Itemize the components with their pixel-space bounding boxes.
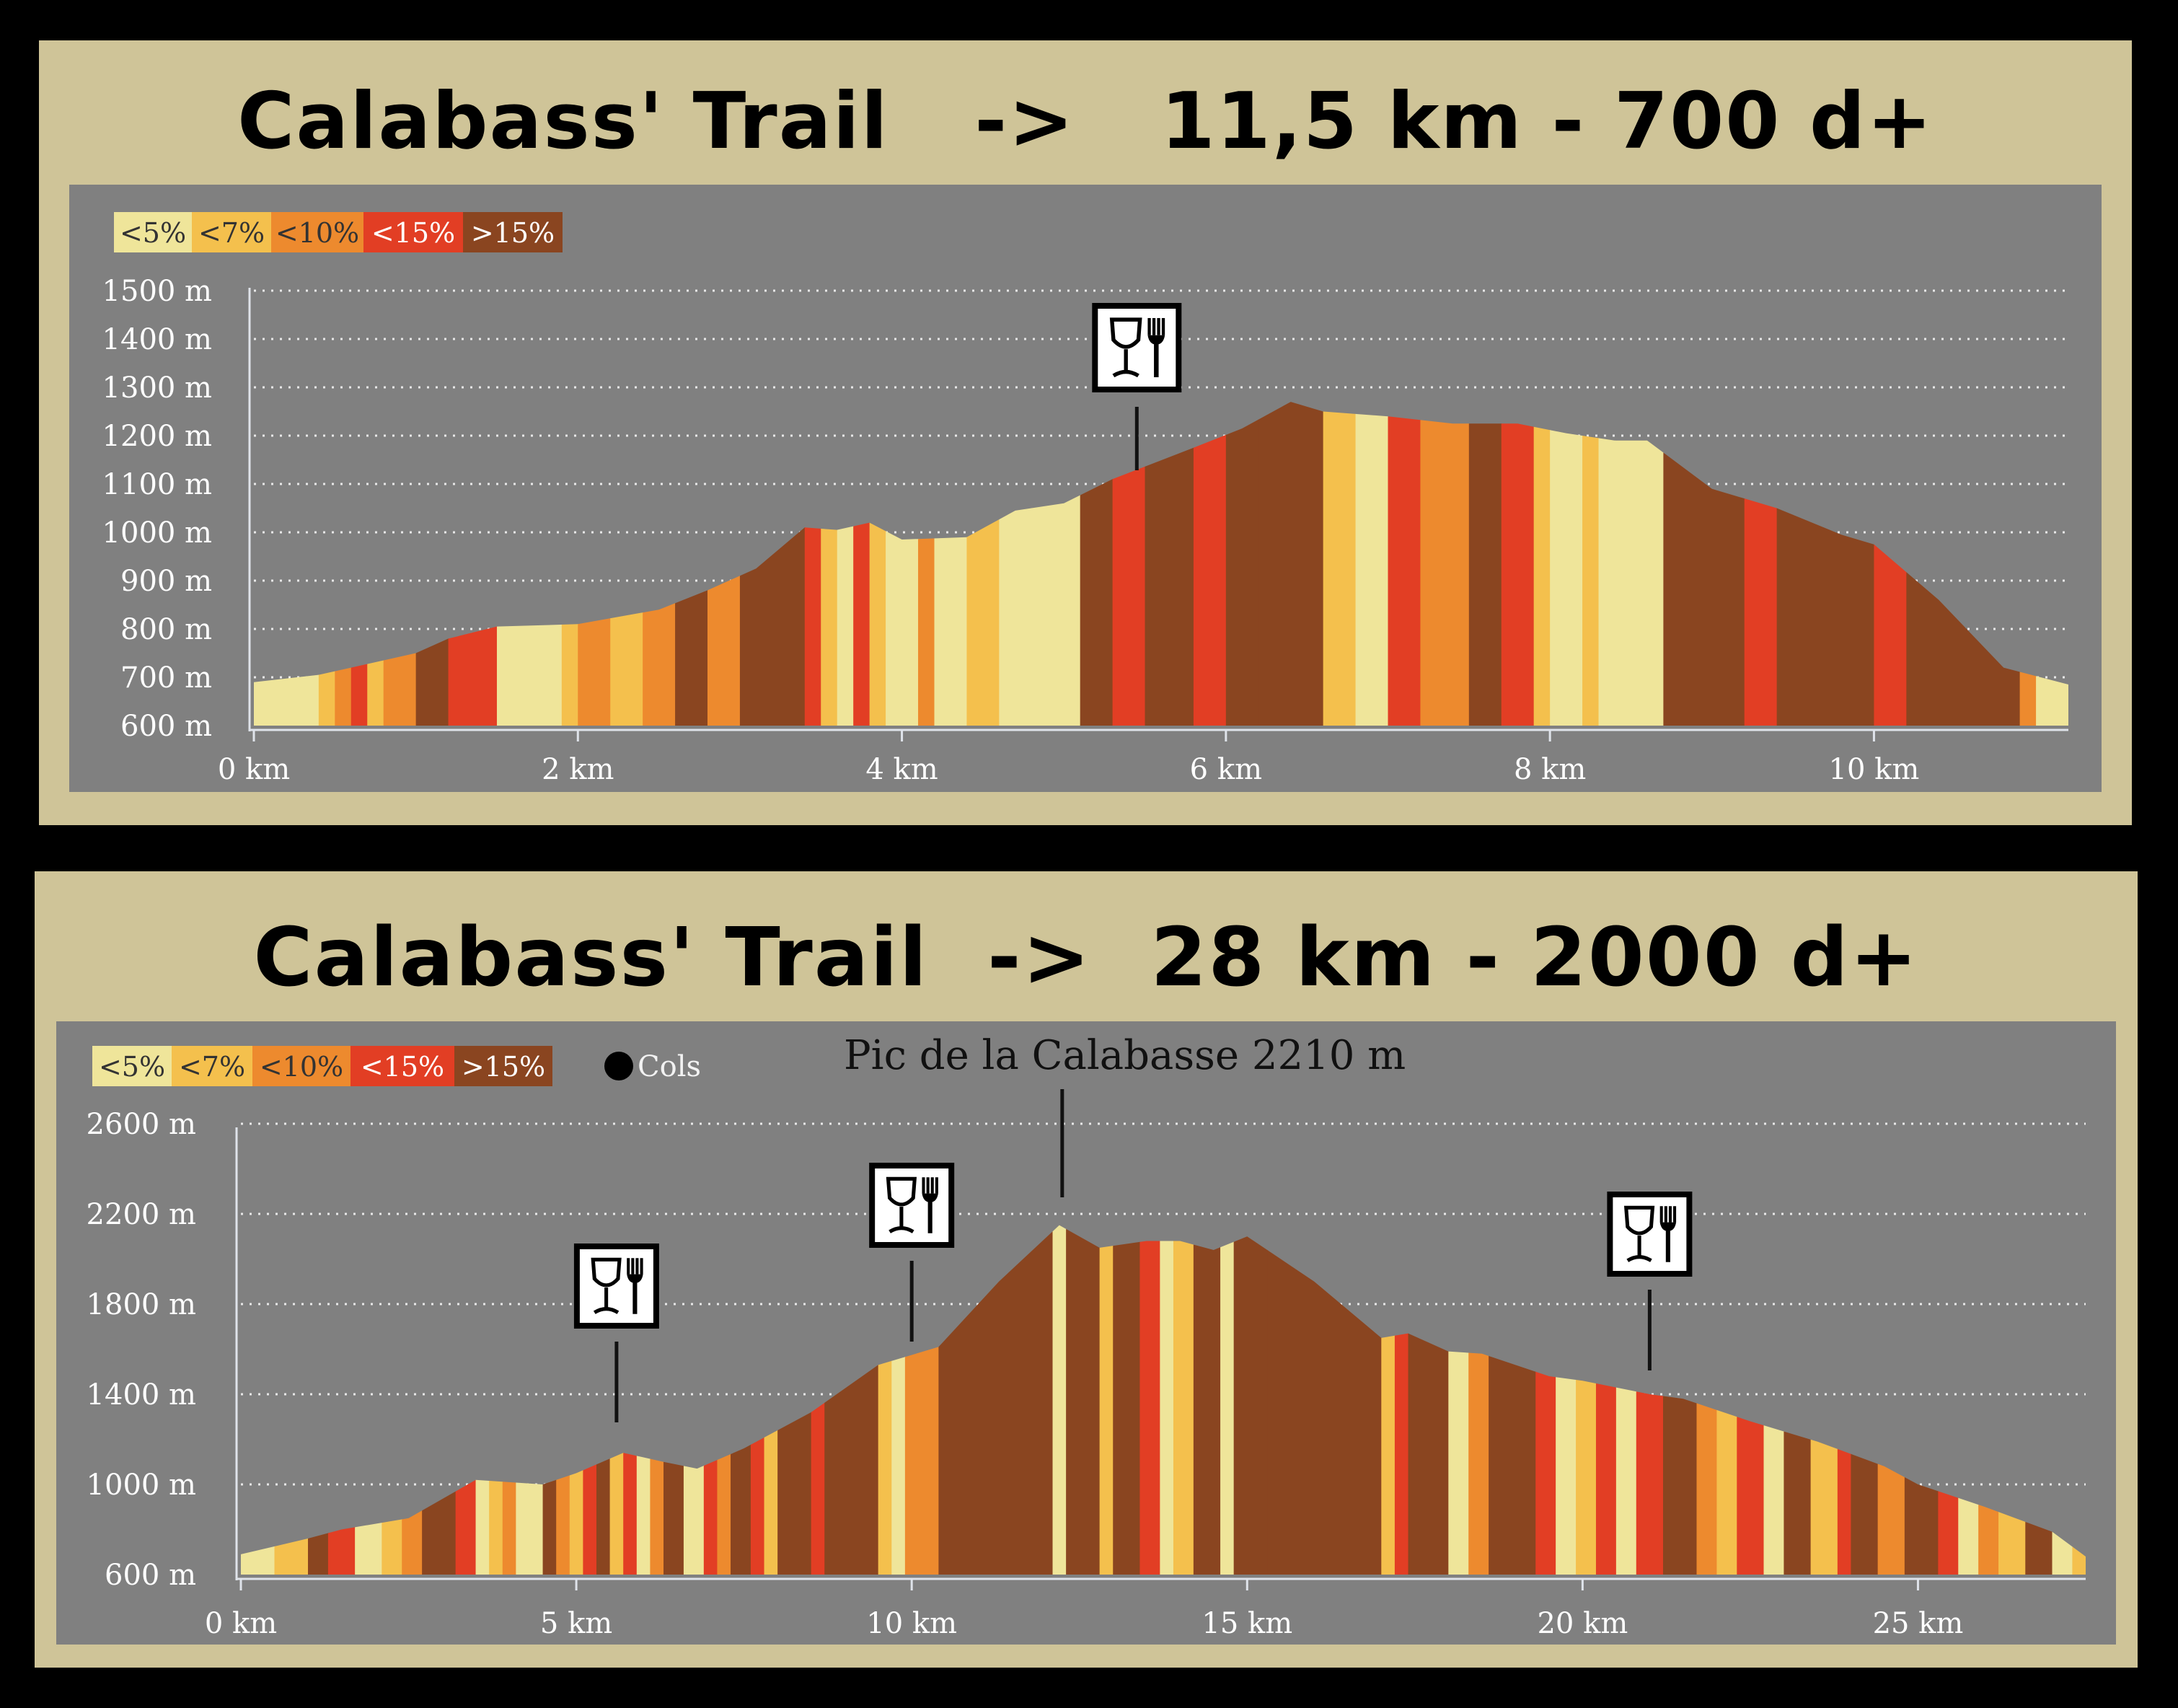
legend-lt15-swatch [350,1046,454,1086]
slope-segment [1233,1225,1268,1575]
slope-segment [1501,402,1535,726]
legend-lt15: <15% [371,217,455,249]
slope-segment [1598,402,1615,726]
legend-gt15: >15% [462,1051,545,1083]
slope-segment [1052,1225,1067,1575]
x-tick-label: 25 km [1873,1607,1964,1640]
food-station-icon [869,1163,955,1248]
y-tick-label: 1300 m [102,371,212,405]
legend-lt7: <7% [198,217,265,249]
x-tick-label: 0 km [218,753,290,786]
glass-base [1626,1255,1652,1262]
cols-legend-label: Cols [638,1050,701,1083]
x-tick-label: 0 km [205,1607,277,1640]
chart-panel-long: Calabass' Trail -> 28 km - 2000 d+ 600 m… [35,871,2138,1668]
peak-label: Pic de la Calabasse 2210 m [844,1032,1406,1079]
y-tick-label: 1200 m [102,420,212,453]
slope-segment [1323,402,1357,726]
slope-legend: <5% <7% <10% <15% >15% [92,1046,552,1086]
wine-glass-icon [1623,1205,1655,1236]
legend-lt5-swatch [114,212,192,252]
slope-segment [1582,402,1600,726]
slope-segment [1220,1225,1235,1575]
legend-lt10-swatch [252,1046,350,1086]
x-tick-label: 6 km [1190,753,1262,786]
y-tick-label: 2600 m [87,1108,196,1141]
slope-segment [1468,402,1502,726]
y-tick-label: 2200 m [87,1198,196,1231]
slope-segment [1066,1225,1101,1575]
legend-lt10: <10% [260,1051,343,1083]
legend-gt15: >15% [471,217,555,249]
y-tick-label: 800 m [120,613,212,646]
fork-icon [1659,1222,1677,1231]
legend-lt10: <10% [275,217,359,249]
chart-title: Calabass' Trail -> 28 km - 2000 d+ [253,911,1919,1005]
elevation-profile-chart: 600 m 700 m 800 m 900 m 1000 m 1100 m 1200 m 13… [69,185,2102,792]
elevation-profile-chart: 600 m 1000 m 1400 m 1800 m 2200 m 2600 m 0 km 5… [56,1021,2116,1645]
slope-legend: <5% <7% <10% <15% >15% [114,212,563,252]
y-tick-label: 600 m [120,710,212,743]
y-tick-label: 1400 m [87,1378,196,1412]
x-tick-label: 10 km [866,1607,957,1640]
slope-segment [1225,402,1259,726]
y-tick-label: 900 m [120,565,212,598]
slope-segment [1615,402,1665,726]
glass-base [889,1226,914,1233]
slope-segment [1160,1225,1174,1575]
x-tick-label: 4 km [865,753,938,786]
slope-segment [1355,402,1389,726]
slope-segment [1388,402,1421,726]
y-tick-label: 600 m [105,1559,196,1592]
y-tick-label: 700 m [120,661,212,695]
chart-panel-short: Calabass' Trail -> 11,5 km - 700 d+ 600 … [39,40,2132,825]
y-tick-label: 1100 m [102,468,212,501]
fork-icon [1147,335,1165,345]
fork-icon [627,1274,643,1283]
x-tick-label: 15 km [1202,1607,1292,1640]
cols-marker-icon [604,1052,633,1080]
legend-lt15-swatch [363,212,463,252]
slope-segment [1099,1225,1114,1575]
legend-gt15-swatch [454,1046,552,1086]
legend-lt7-swatch [192,212,271,252]
y-tick-label: 1000 m [102,516,212,550]
slope-segment [1113,1225,1141,1575]
slope-segment [1258,402,1324,726]
slope-segment [1533,402,1551,726]
slope-segment [1193,1225,1221,1575]
y-tick-label: 1000 m [87,1469,196,1502]
legend-lt5-swatch [92,1046,172,1086]
y-tick-label: 1800 m [87,1288,196,1321]
slope-segment [1193,402,1227,726]
glass-base [593,1307,620,1314]
food-station-icon [1092,303,1182,392]
legend-lt15: <15% [361,1051,444,1083]
legend-lt5: <5% [120,217,186,249]
legend-lt7-swatch [172,1046,252,1086]
y-tick-label: 1400 m [102,323,212,356]
x-tick-label: 5 km [540,1607,612,1640]
wine-glass-icon [591,1257,622,1287]
x-tick-label: 2 km [542,753,614,786]
legend-gt15-swatch [463,212,563,252]
x-tick-label: 8 km [1514,753,1586,786]
glass-base [1112,369,1139,378]
food-station-icon [1607,1192,1693,1277]
x-tick-label: 10 km [1829,753,1920,786]
food-station-icon [573,1243,659,1329]
y-tick-label: 1500 m [102,275,212,308]
x-tick-label: 20 km [1537,1607,1628,1640]
legend-lt7: <7% [179,1051,245,1083]
slope-segment [1420,402,1470,726]
chart-title: Calabass' Trail -> 11,5 km - 700 d+ [237,76,1934,167]
wine-glass-icon [886,1176,917,1207]
wine-glass-icon [1109,317,1142,349]
legend-lt10-swatch [271,212,363,252]
slope-segment [1550,402,1583,726]
legend-lt5: <5% [99,1051,165,1083]
fork-icon [922,1193,938,1202]
slope-segment [1173,1225,1194,1575]
slope-segment [1139,1225,1161,1575]
